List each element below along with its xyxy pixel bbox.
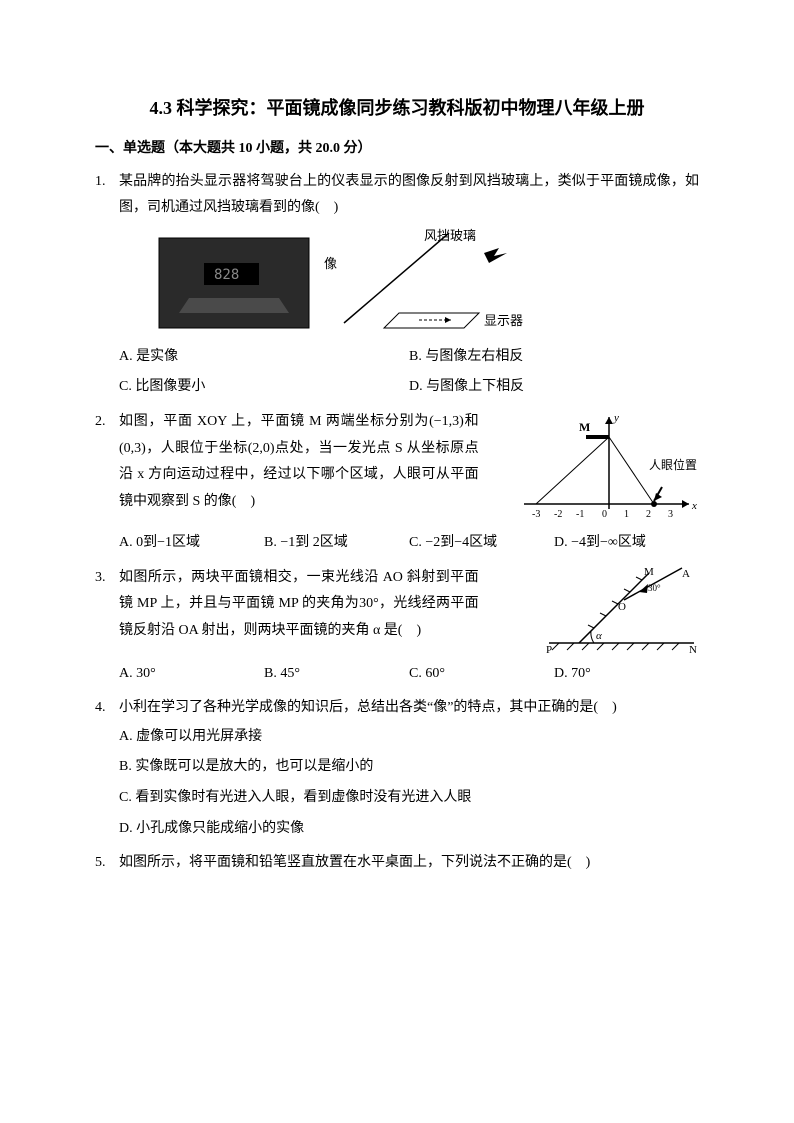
q5-text: 如图所示，将平面镜和铅笔竖直放置在水平桌面上，下列说法不正确的是( ) [119, 850, 699, 877]
q2-option-b: B. −1到 2区域 [264, 528, 409, 559]
q3-option-a: A. 30° [119, 659, 264, 690]
label-glass: 风挡玻璃 [424, 228, 476, 243]
q4-option-b: B. 实像既可以是放大的，也可以是缩小的 [119, 752, 699, 783]
q2-number: 2. [95, 409, 119, 559]
svg-text:3: 3 [668, 509, 673, 520]
svg-text:N: N [689, 644, 697, 655]
svg-text:-2: -2 [554, 509, 562, 520]
q3-option-b: B. 45° [264, 659, 409, 690]
q3-number: 3. [95, 565, 119, 690]
question-5: 5. 如图所示，将平面镜和铅笔竖直放置在水平桌面上，下列说法不正确的是( ) [95, 850, 699, 877]
q1-option-d: D. 与图像上下相反 [409, 372, 699, 403]
question-4: 4. 小利在学习了各种光学成像的知识后，总结出各类“像”的特点，其中正确的是( … [95, 695, 699, 844]
svg-text:30°: 30° [648, 583, 661, 593]
svg-text:-3: -3 [532, 509, 540, 520]
svg-text:x: x [691, 500, 697, 512]
svg-text:828: 828 [214, 267, 239, 283]
q2-option-d: D. −4到−∞区域 [554, 528, 699, 559]
q3-option-d: D. 70° [554, 659, 699, 690]
svg-text:0: 0 [602, 509, 607, 520]
q1-option-b: B. 与图像左右相反 [409, 342, 699, 373]
q5-number: 5. [95, 850, 119, 877]
label-eye: 人眼位置 [649, 457, 697, 472]
page-title: 4.3 科学探究：平面镜成像同步练习教科版初中物理八年级上册 [95, 90, 699, 126]
q1-number: 1. [95, 169, 119, 403]
q1-option-c: C. 比图像要小 [119, 372, 409, 403]
q2-text: 如图，平面 XOY 上，平面镜 M 两端坐标分别为(−1,3)和(0,3)，人眼… [119, 409, 479, 515]
question-3: 3. P N [95, 565, 699, 690]
svg-text:-1: -1 [576, 509, 584, 520]
q4-option-d: D. 小孔成像只能成缩小的实像 [119, 814, 699, 845]
svg-text:2: 2 [646, 509, 651, 520]
q4-option-a: A. 虚像可以用光屏承接 [119, 722, 699, 753]
label-image: 像 [324, 256, 337, 271]
q4-text: 小利在学习了各种光学成像的知识后，总结出各类“像”的特点，其中正确的是( ) [119, 695, 699, 722]
svg-text:A: A [682, 568, 690, 580]
section-heading: 一、单选题（本大题共 10 小题，共 20.0 分） [95, 136, 699, 163]
svg-text:M: M [579, 420, 590, 434]
svg-text:1: 1 [624, 509, 629, 520]
q2-option-c: C. −2到−4区域 [409, 528, 554, 559]
svg-text:M: M [644, 566, 654, 578]
question-1: 1. 某品牌的抬头显示器将驾驶台上的仪表显示的图像反射到风挡玻璃上，类似于平面镜… [95, 169, 699, 403]
q1-option-a: A. 是实像 [119, 342, 409, 373]
q3-option-c: C. 60° [409, 659, 554, 690]
label-display: 显示器 [484, 313, 523, 328]
question-2: 2. y x -3 -2 -1 0 1 2 3 M [95, 409, 699, 559]
svg-text:O: O [618, 601, 626, 613]
q2-option-a: A. 0到−1区域 [119, 528, 264, 559]
q3-figure: P N M A O 30° α [544, 565, 699, 655]
svg-text:α: α [596, 630, 602, 642]
q3-text: 如图所示，两块平面镜相交，一束光线沿 AO 斜射到平面镜 MP 上，并且与平面镜… [119, 565, 479, 645]
q1-figure: 828 像 风挡玻璃 显示器 [149, 228, 699, 338]
svg-text:y: y [613, 412, 619, 424]
q1-text: 某品牌的抬头显示器将驾驶台上的仪表显示的图像反射到风挡玻璃上，类似于平面镜成像，… [119, 169, 699, 222]
q2-figure: y x -3 -2 -1 0 1 2 3 M 人眼位置 [514, 409, 699, 524]
q4-number: 4. [95, 695, 119, 844]
svg-text:P: P [546, 644, 552, 655]
q4-option-c: C. 看到实像时有光进入人眼，看到虚像时没有光进入人眼 [119, 783, 699, 814]
